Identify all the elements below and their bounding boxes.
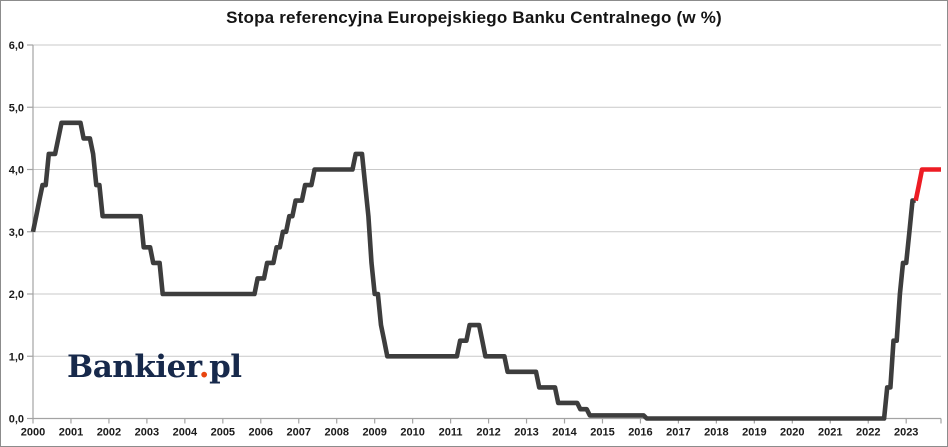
x-tick-label: 2019 — [742, 427, 766, 439]
x-tick-label: 2013 — [514, 427, 538, 439]
x-tick-label: 2004 — [173, 427, 198, 439]
logo-text: Bankier — [67, 349, 199, 385]
x-tick-label: 2021 — [818, 427, 842, 439]
y-tick-label: 1,0 — [9, 351, 24, 363]
x-tick-label: 2000 — [21, 427, 45, 439]
x-tick-label: 2009 — [362, 427, 386, 439]
y-tick-label: 5,0 — [9, 102, 24, 114]
gridlines — [33, 44, 941, 357]
x-tick-label: 2014 — [552, 427, 577, 439]
y-tick-label: 2,0 — [9, 289, 24, 301]
x-tick-label: 2003 — [135, 427, 159, 439]
x-tick-label: 2010 — [400, 427, 424, 439]
bankier-logo: Bankier.pl — [67, 352, 242, 383]
y-tick-label: 3,0 — [9, 227, 24, 239]
x-tick-label: 2022 — [856, 427, 880, 439]
x-tick-label: 2020 — [780, 427, 804, 439]
x-tick-label: 2016 — [628, 427, 652, 439]
rate-line-highlight — [913, 167, 941, 202]
y-tick-label: 0,0 — [9, 414, 24, 426]
x-tick-label: 2005 — [211, 427, 235, 439]
logo-suffix: pl — [209, 349, 242, 385]
x-tick-label: 2011 — [439, 427, 463, 439]
x-tick-label: 2012 — [476, 427, 500, 439]
y-tick-label: 6,0 — [9, 40, 24, 52]
logo-dot: . — [198, 349, 210, 385]
x-axis-ticks: 2000 2001 2002 2003 2004 2005 2006 2007 2008 2009… — [21, 418, 942, 439]
chart-title: Stopa referencyjna Europejskiego Banku C… — [226, 8, 722, 27]
x-tick-label: 2023 — [894, 427, 918, 439]
x-tick-label: 2018 — [704, 427, 728, 439]
x-tick-label: 2006 — [249, 427, 273, 439]
y-tick-label: 4,0 — [9, 165, 24, 177]
x-tick-label: 2001 — [59, 427, 83, 439]
x-tick-label: 2002 — [97, 427, 121, 439]
y-axis-ticks: 0,0 1,0 2,0 3,0 4,0 5,0 6,0 — [9, 40, 33, 426]
x-tick-label: 2017 — [666, 427, 690, 439]
x-tick-label: 2008 — [324, 427, 348, 439]
x-tick-label: 2015 — [590, 427, 614, 439]
rate-line — [30, 120, 916, 421]
x-tick-label: 2007 — [287, 427, 311, 439]
